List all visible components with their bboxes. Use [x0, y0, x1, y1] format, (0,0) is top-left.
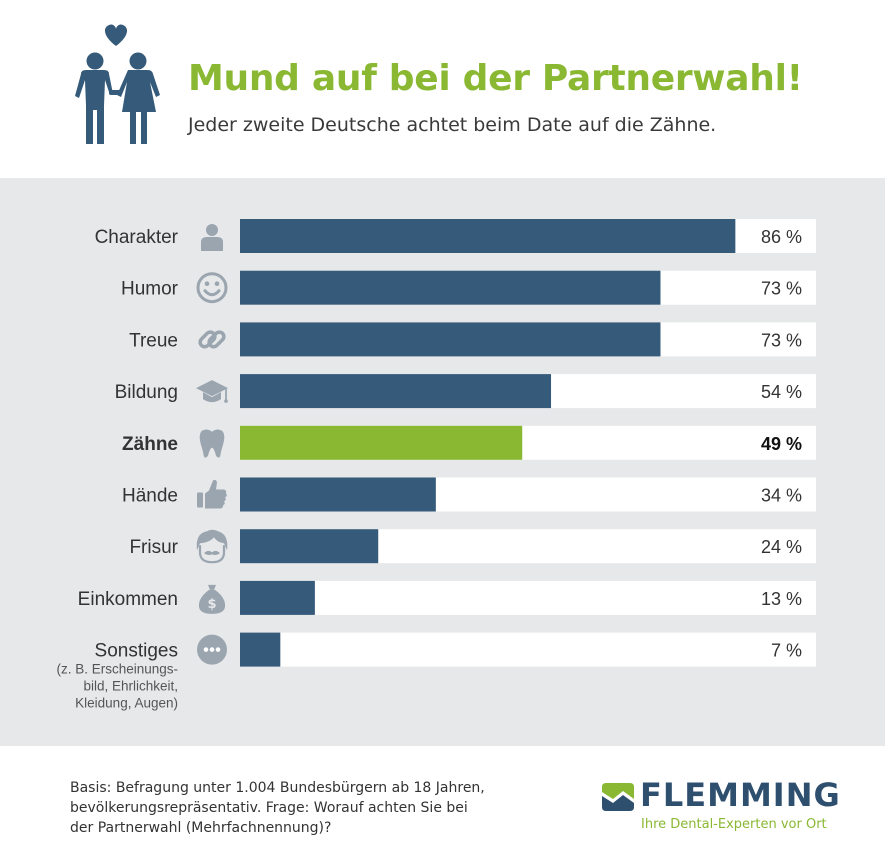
bar-1	[240, 219, 736, 253]
header: Mund auf bei der Partnerwahl! Jeder zwei…	[0, 0, 885, 178]
bar-track	[240, 580, 816, 615]
logo-name: FLEMMING	[640, 776, 841, 814]
bar-5	[240, 425, 523, 460]
value-label: 73 %	[761, 279, 802, 299]
bar-3	[240, 322, 661, 357]
bar-9	[240, 632, 281, 667]
value-label: 73 %	[761, 330, 802, 350]
logo-tagline: Ihre Dental-Experten vor Ort	[641, 817, 827, 832]
bar-chart: Charakter 86 % Humor 73 % Treue 73 % Bildung 54…	[56, 219, 816, 711]
bar-2	[240, 270, 661, 305]
hair-mustache-icon	[196, 529, 228, 564]
survey-footnote: Basis: Befragung unter 1.004 Bundesbürge…	[70, 780, 485, 836]
category-label: Sonstiges	[95, 641, 178, 662]
footer: Basis: Befragung unter 1.004 Bundesbürge…	[0, 746, 885, 854]
more-dots-icon	[197, 634, 227, 665]
category-label: Bildung	[115, 382, 178, 403]
category-label: Hände	[122, 486, 178, 507]
bar-6	[240, 477, 436, 512]
category-label: Frisur	[129, 537, 178, 558]
value-label: 86 %	[761, 227, 802, 247]
money-bag-icon: $	[198, 584, 226, 614]
value-label: 7 %	[771, 641, 802, 661]
svg-text:$: $	[207, 597, 216, 612]
value-label: 49 %	[761, 434, 802, 454]
bar-8	[240, 580, 315, 615]
smiley-icon	[196, 272, 228, 304]
flemming-logo-mark	[602, 783, 634, 811]
thumbs-up-icon	[197, 479, 227, 509]
category-label: Humor	[121, 279, 179, 300]
graduation-cap-icon	[196, 380, 228, 403]
category-label: Zähne	[122, 434, 178, 455]
category-label: Treue	[129, 330, 178, 351]
bar-track	[240, 632, 816, 667]
bar-7	[240, 529, 379, 564]
value-label: 34 %	[761, 486, 802, 506]
tooth-icon	[199, 429, 225, 458]
value-label: 13 %	[761, 589, 802, 609]
value-label: 54 %	[761, 382, 802, 402]
person-icon	[201, 224, 223, 251]
chart-panel: Charakter 86 % Humor 73 % Treue 73 % Bildung 54…	[0, 178, 885, 746]
page-title: Mund auf bei der Partnerwahl!	[188, 58, 803, 99]
category-note: (z. B. Erscheinungs-bild, Ehrlichkeit, Kl…	[56, 662, 178, 711]
category-label: Einkommen	[78, 589, 178, 610]
category-label: Charakter	[95, 227, 179, 248]
bar-4	[240, 374, 552, 409]
value-label: 24 %	[761, 537, 802, 557]
link-icon	[198, 330, 226, 349]
page-subtitle: Jeder zweite Deutsche achtet beim Date a…	[188, 114, 717, 136]
couple-with-heart-icon	[75, 24, 160, 144]
